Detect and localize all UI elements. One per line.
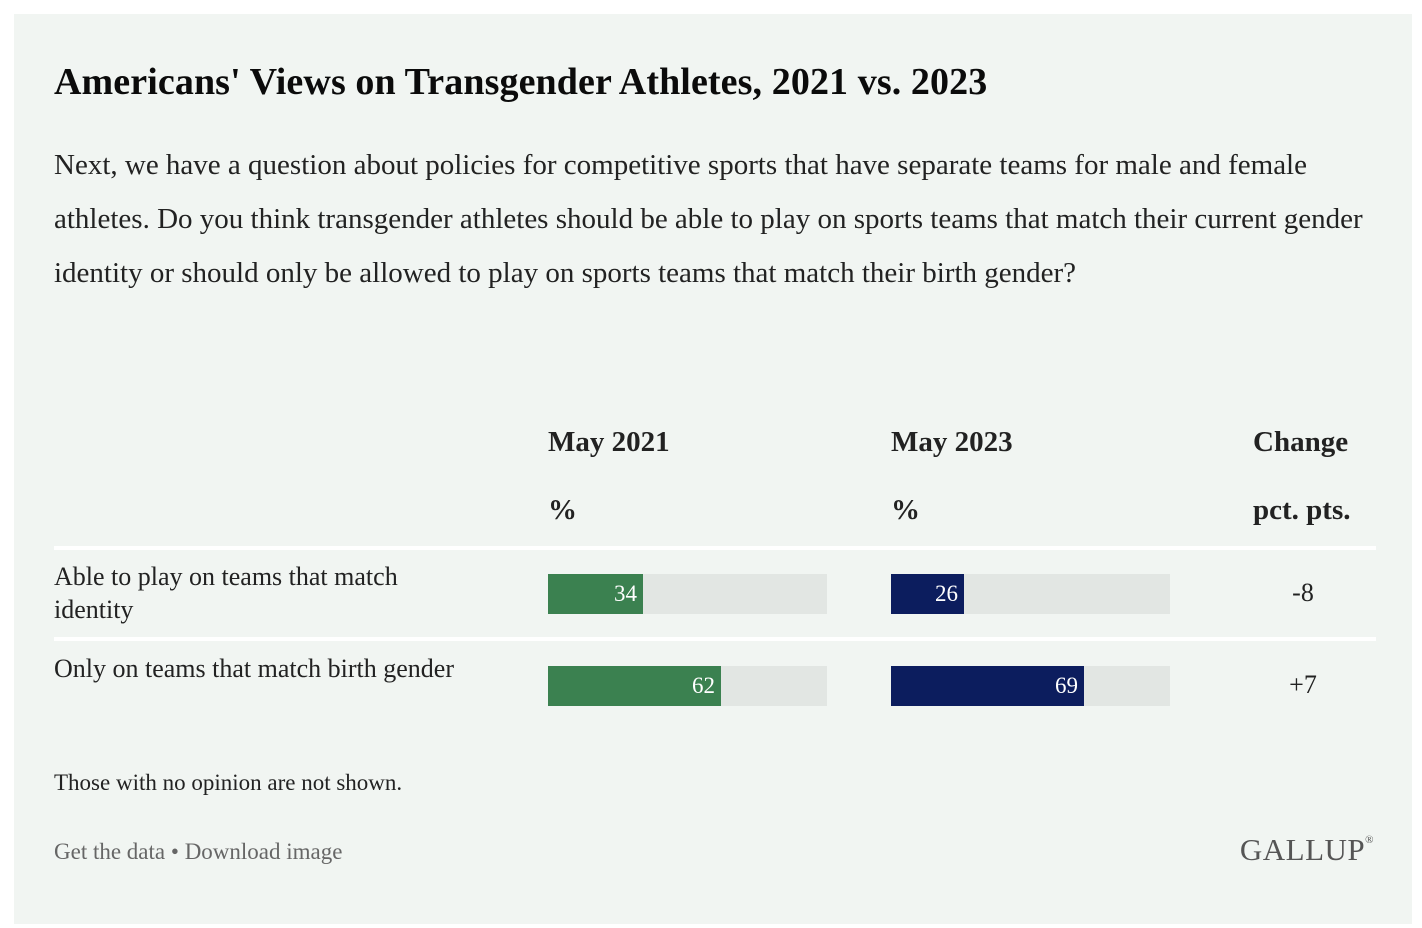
bar-track-2023-identity: 26 xyxy=(891,574,1170,614)
change-value-birth-gender: +7 xyxy=(1289,670,1317,699)
col-header-may-2021: May 2021 xyxy=(548,426,670,458)
bar-2023-identity: 26 xyxy=(891,574,964,614)
bar-label-2023-birth-gender: 69 xyxy=(1055,673,1078,698)
bar-label-2021-identity: 34 xyxy=(614,581,637,606)
col-unit-may-2023: % xyxy=(891,494,920,526)
bar-label-2021-birth-gender: 62 xyxy=(692,673,715,698)
gallup-logo-text: GALLUP xyxy=(1239,832,1366,867)
footer-separator: • xyxy=(165,839,185,864)
col-header-may-2023: May 2023 xyxy=(891,426,1013,458)
footnote: Those with no opinion are not shown. xyxy=(54,770,403,795)
bar-label-2023-identity: 26 xyxy=(935,581,958,606)
chart-title: Americans' Views on Transgender Athletes… xyxy=(54,61,988,103)
col-unit-may-2021: % xyxy=(548,494,577,526)
col-header-change: Change xyxy=(1253,426,1349,458)
row-divider xyxy=(54,637,1376,641)
bar-2023-birth-gender: 69 xyxy=(891,666,1084,706)
question-text: Next, we have a question about policies … xyxy=(54,149,1363,289)
row-label-birth-gender: Only on teams that match birth gender xyxy=(54,654,455,683)
registered-mark: ® xyxy=(1365,834,1374,846)
change-value-identity: -8 xyxy=(1292,578,1314,607)
bar-2021-identity: 34 xyxy=(548,574,643,614)
row-label-identity: Able to play on teams that match identit… xyxy=(54,562,398,624)
header-divider xyxy=(54,546,1376,550)
bar-2021-birth-gender: 62 xyxy=(548,666,721,706)
get-data-link[interactable]: Get the data xyxy=(54,839,166,864)
gallup-logo: GALLUP® xyxy=(1240,832,1374,868)
col-unit-change: pct. pts. xyxy=(1253,494,1351,526)
bar-track-2023-birth-gender: 69 xyxy=(891,666,1170,706)
bar-track-2021-identity: 34 xyxy=(548,574,827,614)
chart-card: Americans' Views on Transgender Athletes… xyxy=(14,14,1412,924)
download-image-link[interactable]: Download image xyxy=(184,839,343,864)
footer-links: Get the data • Download image xyxy=(54,839,342,865)
bar-track-2021-birth-gender: 62 xyxy=(548,666,827,706)
